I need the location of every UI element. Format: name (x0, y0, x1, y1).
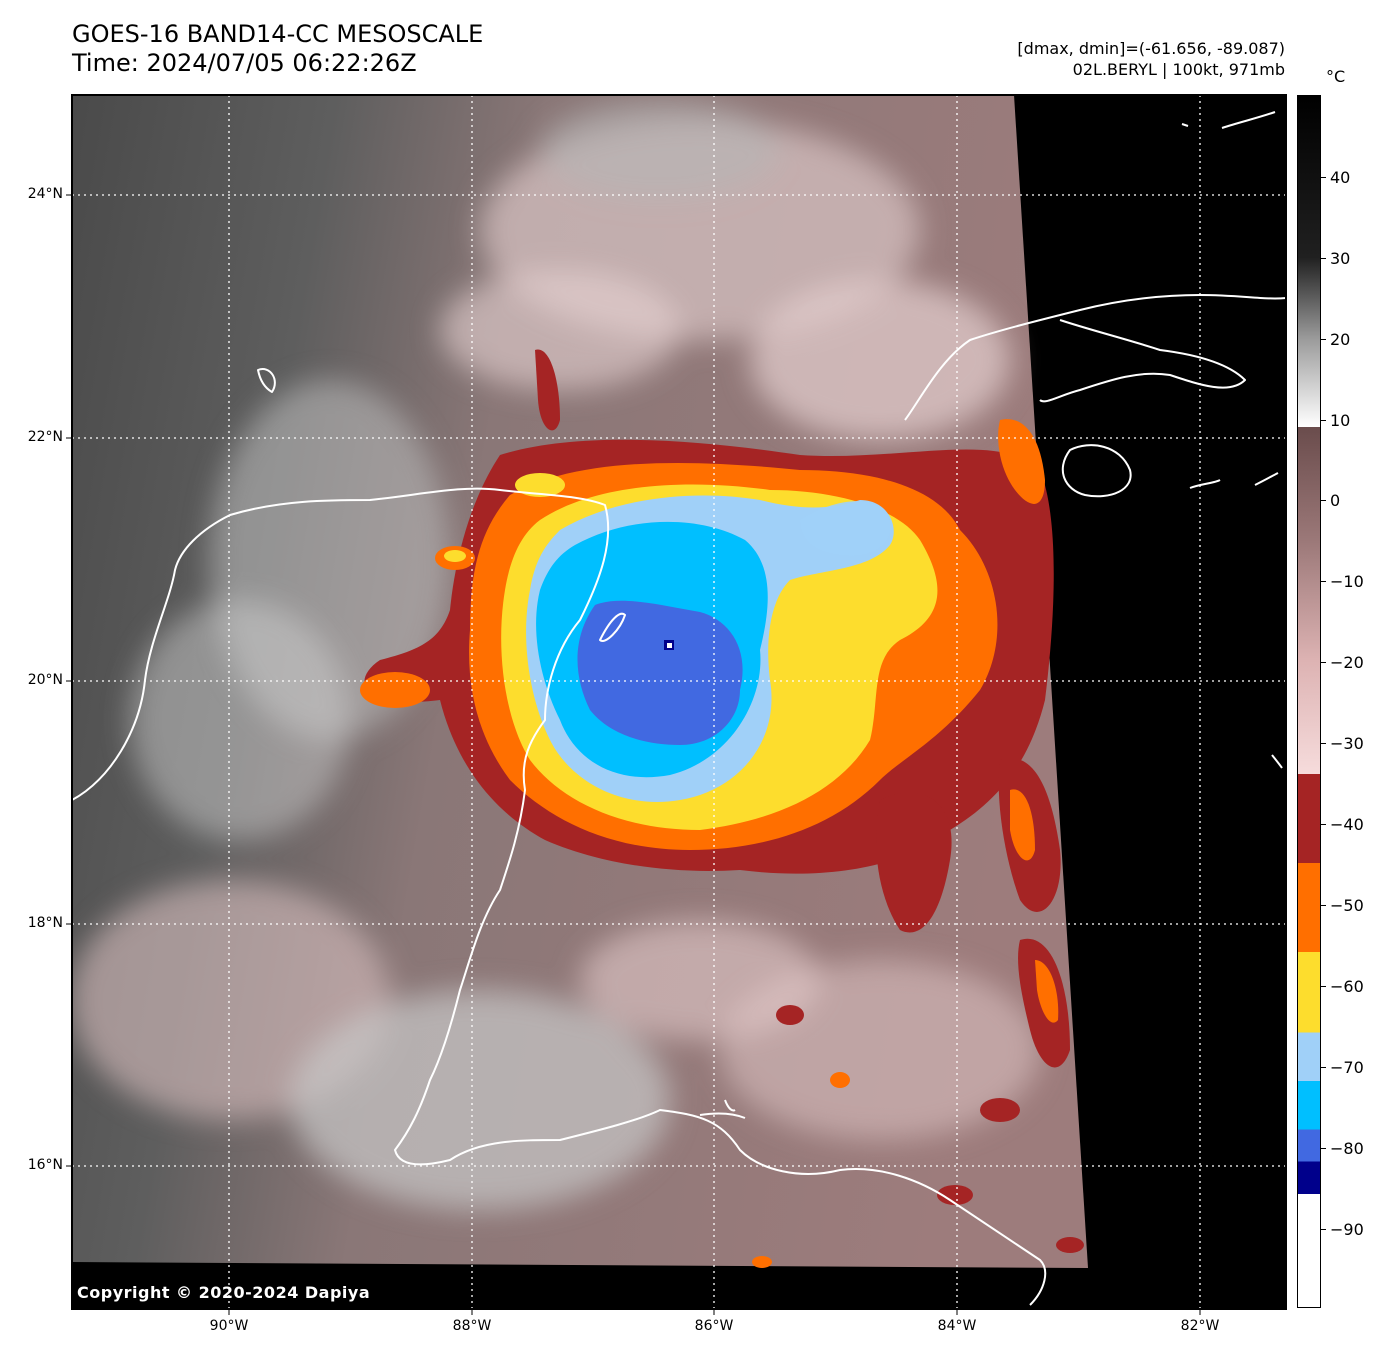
coastline-mainland (72, 487, 1047, 1306)
colorbar-unit: °C (1326, 67, 1346, 86)
cloud-patch (750, 280, 1010, 440)
coastlines (72, 111, 1286, 1306)
convective-cell (980, 1098, 1020, 1122)
convective-cell (830, 1072, 850, 1088)
colorbar-tick (1321, 986, 1326, 987)
convective-cell (937, 1185, 973, 1205)
convective-cell (752, 1256, 772, 1268)
colorbar-tick (1321, 339, 1326, 340)
colorbar-tick (1321, 743, 1326, 744)
coldest-pixel-core (667, 643, 672, 648)
title-product: GOES-16 BAND14-CC MESOSCALE (72, 20, 484, 48)
imagery-layer (72, 95, 1286, 1309)
outer-rainband (998, 419, 1045, 504)
colorbar-tick (1321, 1067, 1326, 1068)
colorbar-label-minus-10: −10 (1330, 572, 1364, 591)
lat-label-18n: 18°N (27, 915, 63, 931)
graticule (72, 95, 1286, 1309)
coastline-isla-de-la-juventud (1061, 444, 1132, 498)
colorbar-tick (1321, 177, 1326, 178)
colorbar-tick (1321, 420, 1326, 421)
lat-label-24n: 24°N (27, 186, 63, 202)
colorbar-tick (1321, 258, 1326, 259)
cloud-texture (72, 100, 1040, 1210)
colorbar-tick (1321, 905, 1326, 906)
storm-intensity: 02L.BERYL | 100kt, 971mb (1072, 60, 1285, 79)
colorbar-label-minus-90: −90 (1330, 1220, 1364, 1239)
colorbar-tick (1321, 1148, 1326, 1149)
map-frame (71, 94, 1287, 1310)
cold-cloud-cell (800, 501, 891, 556)
colorbar-label-30: 30 (1330, 249, 1351, 268)
convective-cell-core (444, 550, 466, 562)
lat-label-22n: 22°N (27, 429, 63, 445)
lat-label-16n: 16°N (27, 1157, 63, 1173)
convective-cell (776, 1005, 804, 1025)
copyright-notice: Copyright © 2020-2024 Dapiya (77, 1283, 371, 1302)
convective-cell (1056, 1237, 1084, 1253)
hurricane-cloud-shield (360, 349, 1084, 1268)
outer-rainband-core (1010, 789, 1035, 861)
colorbar-label-minus-40: −40 (1330, 815, 1364, 834)
title-time: Time: 2024/07/05 06:22:26Z (72, 49, 417, 77)
land-warm-patch (130, 600, 350, 840)
colorbar-label-minus-80: −80 (1330, 1139, 1364, 1158)
colorbar-tick (1321, 1229, 1326, 1230)
coastline-cayman-islands (1189, 472, 1279, 489)
colorbar-label-minus-20: −20 (1330, 653, 1364, 672)
cloud-patch (580, 920, 820, 1040)
lon-label-82w: 82°W (1180, 1318, 1220, 1334)
colorbar-label-0: 0 (1330, 491, 1341, 510)
colorbar-tick (1321, 581, 1326, 582)
lon-label-90w: 90°W (209, 1318, 249, 1334)
cloud-patch (290, 990, 670, 1210)
cloud-patch (440, 270, 680, 390)
coastline-cozumel (599, 612, 626, 642)
convective-cell (515, 473, 565, 497)
lat-label-20n: 20°N (27, 672, 63, 688)
cloud-patch (540, 100, 780, 200)
outer-rainband (535, 349, 560, 431)
colorbar-tick (1321, 500, 1326, 501)
colorbar-label-20: 20 (1330, 330, 1351, 349)
axis-ticks (66, 194, 1201, 1315)
colorbar-label-minus-50: −50 (1330, 896, 1364, 915)
lon-label-88w: 88°W (452, 1318, 492, 1334)
dmax-dmin-readout: [dmax, dmin]=(-61.656, -89.087) (1017, 39, 1285, 58)
coastline-islet (257, 368, 276, 393)
storm-info: [dmax, dmin]=(-61.656, -89.087) 02L.BERY… (1017, 38, 1285, 80)
colorbar-tick (1321, 824, 1326, 825)
lon-label-84w: 84°W (937, 1318, 977, 1334)
coastline-islet (1271, 754, 1283, 769)
colorbar-label-minus-30: −30 (1330, 734, 1364, 753)
convective-cell (360, 672, 430, 708)
colorbar-label-minus-60: −60 (1330, 977, 1364, 996)
outer-rainband-core (1035, 960, 1059, 1023)
coastline-cuba (904, 294, 1286, 421)
colorbar-tick (1321, 662, 1326, 663)
colorbar-label-minus-70: −70 (1330, 1058, 1364, 1077)
temperature-colorbar (1297, 95, 1321, 1308)
map-title: GOES-16 BAND14-CC MESOSCALE Time: 2024/0… (72, 20, 483, 78)
outer-rainband (876, 792, 952, 933)
cloud-top-band-minus-80 (577, 600, 743, 745)
coastline-florida-keys (1181, 111, 1276, 129)
coastline-bay-islands (699, 1099, 746, 1119)
colorbar-label-40: 40 (1330, 168, 1351, 187)
lon-label-86w: 86°W (694, 1318, 734, 1334)
colorbar-label-10: 10 (1330, 411, 1351, 430)
